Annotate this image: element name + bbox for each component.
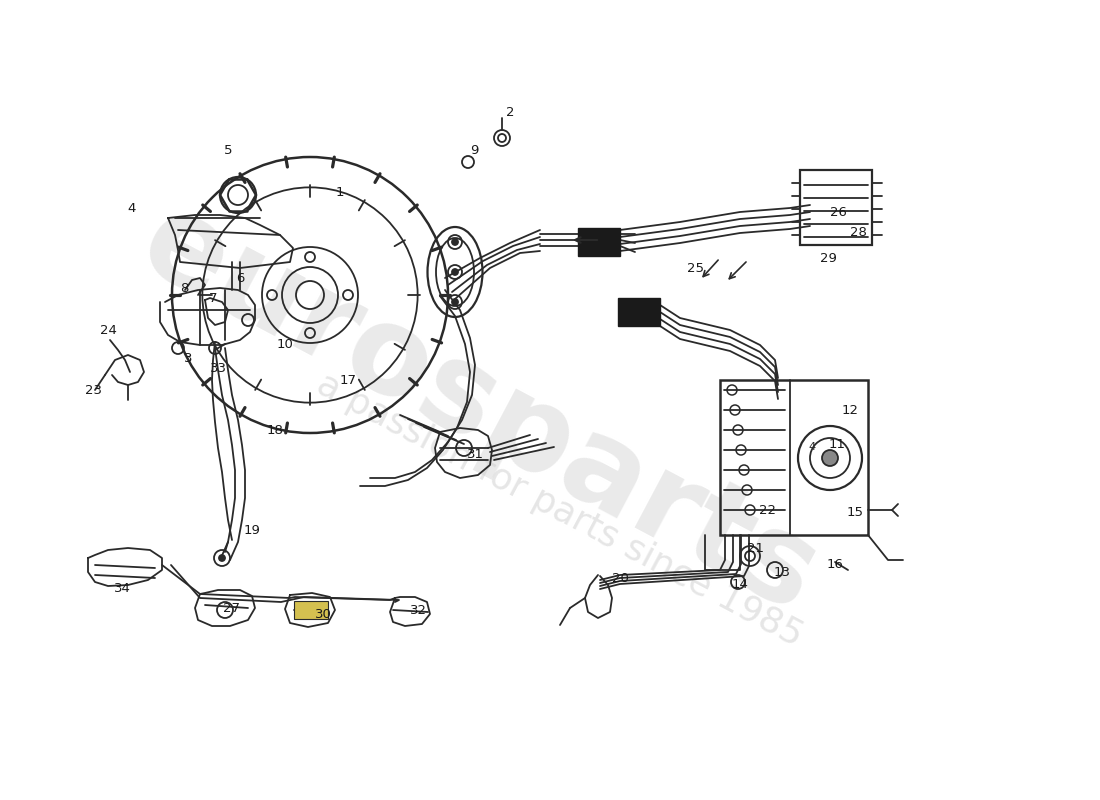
Text: 5: 5 (223, 143, 232, 157)
Bar (800, 170, 872, 245)
Text: 12: 12 (842, 403, 858, 417)
Text: 9: 9 (470, 143, 478, 157)
Circle shape (822, 450, 838, 466)
Circle shape (219, 555, 225, 561)
Text: 26: 26 (829, 206, 846, 218)
Text: 4: 4 (808, 442, 815, 452)
Text: 21: 21 (748, 542, 764, 554)
Circle shape (452, 269, 458, 275)
Text: 1: 1 (336, 186, 344, 198)
Bar (294, 601, 328, 619)
Bar (578, 228, 620, 256)
Text: 15: 15 (847, 506, 864, 519)
Text: 22: 22 (759, 503, 777, 517)
Text: 16: 16 (826, 558, 844, 571)
Text: 13: 13 (773, 566, 791, 578)
Text: 10: 10 (276, 338, 294, 351)
Bar (618, 298, 660, 326)
Text: 20: 20 (612, 571, 628, 585)
Text: 14: 14 (732, 578, 748, 591)
Text: 3: 3 (184, 351, 192, 365)
Text: 7: 7 (209, 291, 218, 305)
Text: 8: 8 (179, 282, 188, 294)
Circle shape (452, 239, 458, 245)
Text: 33: 33 (209, 362, 227, 374)
Text: 28: 28 (849, 226, 867, 238)
Text: 11: 11 (828, 438, 846, 451)
Text: 4: 4 (128, 202, 136, 214)
Text: 31: 31 (466, 449, 484, 462)
Text: 23: 23 (86, 383, 102, 397)
Text: a passion for parts since 1985: a passion for parts since 1985 (311, 367, 808, 653)
Text: eurosparts: eurosparts (122, 182, 838, 638)
Text: 34: 34 (113, 582, 131, 594)
Text: 18: 18 (266, 423, 284, 437)
Circle shape (452, 299, 458, 305)
Text: 32: 32 (409, 603, 427, 617)
Text: 30: 30 (315, 609, 331, 622)
Bar (720, 380, 868, 535)
Text: 24: 24 (100, 323, 117, 337)
Text: 29: 29 (820, 251, 836, 265)
Text: 2: 2 (506, 106, 515, 118)
Text: 6: 6 (235, 271, 244, 285)
Text: 19: 19 (243, 523, 261, 537)
Text: 27: 27 (223, 602, 241, 614)
Text: 25: 25 (686, 262, 704, 274)
Text: 17: 17 (340, 374, 356, 386)
